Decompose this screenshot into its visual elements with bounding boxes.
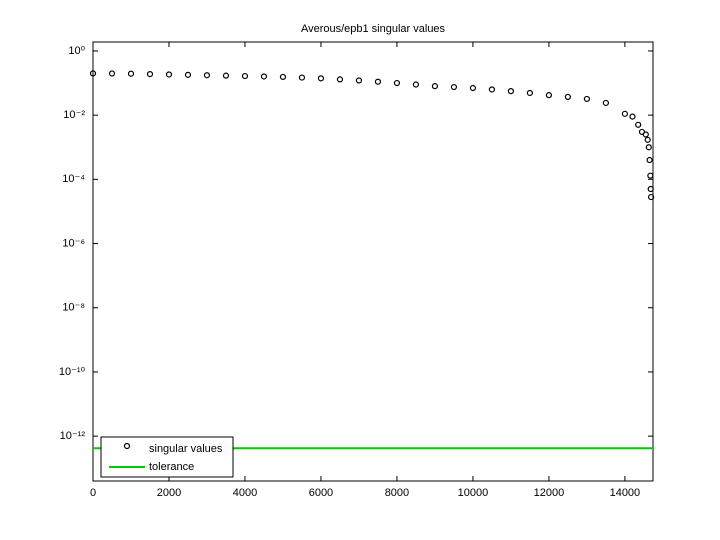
data-point	[374, 78, 382, 85]
plot-area	[92, 41, 654, 482]
data-point	[317, 75, 325, 82]
legend-label: singular values	[149, 443, 223, 455]
data-point	[203, 72, 211, 79]
x-tick-label: 8000	[385, 487, 409, 499]
data-point	[336, 76, 344, 83]
y-tick-label: 10⁻⁸	[62, 302, 85, 314]
legend-box	[100, 436, 234, 478]
data-point	[89, 70, 97, 77]
data-point	[488, 86, 496, 93]
data-point	[108, 70, 116, 77]
legend-marker	[123, 442, 131, 450]
data-point	[355, 77, 363, 84]
data-point	[450, 83, 458, 91]
data-point	[526, 89, 534, 97]
y-tick-label: 10⁻¹²	[60, 430, 86, 442]
data-point	[635, 121, 642, 128]
data-point	[184, 71, 192, 78]
data-point	[431, 83, 439, 90]
data-point	[146, 70, 154, 78]
x-tick-label: 10000	[458, 487, 489, 499]
data-point	[469, 84, 477, 92]
x-tick-label: 12000	[534, 487, 565, 499]
data-point	[583, 95, 590, 103]
y-tick-label: 10⁻⁴	[62, 173, 85, 185]
x-tick-label: 14000	[610, 487, 641, 499]
x-tick-label: 2000	[157, 487, 181, 499]
data-point	[279, 73, 287, 81]
y-tick-label: 10⁻⁶	[62, 237, 85, 249]
data-point	[647, 172, 654, 179]
x-tick-label: 4000	[233, 487, 257, 499]
data-point	[644, 136, 651, 143]
data-point	[241, 72, 249, 80]
data-point	[222, 72, 230, 79]
legend-label: tolerance	[149, 461, 194, 473]
data-point	[564, 93, 571, 101]
data-point	[648, 193, 655, 201]
data-point	[642, 131, 649, 138]
data-point	[165, 71, 173, 78]
data-point	[545, 92, 553, 99]
data-point	[260, 73, 268, 80]
data-point	[393, 79, 401, 87]
data-point	[602, 99, 609, 107]
data-point	[298, 74, 306, 81]
data-point	[647, 185, 654, 193]
x-tick-label: 0	[90, 487, 96, 499]
data-point	[645, 144, 652, 151]
y-tick-label: 10⁻²	[63, 109, 85, 121]
y-tick-label: 10⁻¹⁰	[59, 366, 86, 378]
x-tick-label: 6000	[309, 487, 333, 499]
data-point	[507, 88, 515, 95]
data-point	[127, 70, 135, 77]
data-point	[621, 110, 628, 117]
y-tick-label: 10⁰	[68, 45, 85, 57]
data-point	[412, 81, 420, 88]
data-point	[629, 113, 636, 120]
data-point	[646, 156, 653, 164]
chart-title: Averous/epb1 singular values	[301, 23, 446, 35]
